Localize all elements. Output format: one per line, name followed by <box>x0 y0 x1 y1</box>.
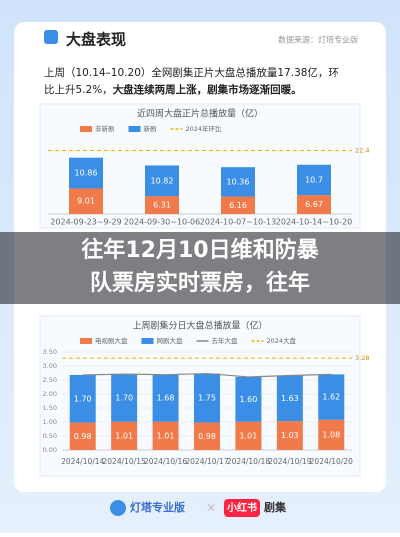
overlay-band <box>0 232 400 304</box>
x-tick-label: 2024/10/18 <box>227 457 270 466</box>
x-tick-label: 2024/10/20 <box>310 457 353 466</box>
chart-title: 近四周大盘正片总播放量（亿） <box>137 108 263 120</box>
title-icon <box>44 30 58 44</box>
x-tick-label: 2024/10/14 <box>61 457 104 466</box>
bar-segment <box>235 376 262 422</box>
bar-segment <box>111 374 138 422</box>
value-label: 1.01 <box>240 431 258 440</box>
footer-brand: 剧集 <box>264 500 287 514</box>
value-label: 6.31 <box>153 201 171 210</box>
value-label: 10.82 <box>151 176 174 185</box>
x-tick-label: 2024-10-07~10-13 <box>200 218 276 227</box>
bar-segment <box>152 374 179 422</box>
bar-segment <box>221 167 255 197</box>
bar-segment <box>297 195 331 214</box>
legend-label: 电视剧大盘 <box>95 336 128 345</box>
reference-label: 3.28 <box>355 354 369 362</box>
bar-segment <box>69 422 96 450</box>
bar-segment <box>194 373 220 423</box>
y-tick-label: 2.00 <box>43 390 57 398</box>
legend-swatch <box>141 338 154 344</box>
bar-segment <box>318 419 345 450</box>
legend-swatch <box>128 126 141 132</box>
overlay-title: 队票房实时票房，往年 <box>90 270 310 296</box>
legend-label: 非新剧 <box>95 124 115 133</box>
brand-logo <box>110 500 126 516</box>
value-label: 1.01 <box>115 431 133 440</box>
value-label: 10.36 <box>227 177 250 186</box>
summary-bold: 大盘连续两周上涨，剧集市场逐渐回暖。 <box>113 83 302 96</box>
bar-segment <box>276 375 303 422</box>
bar-segment <box>152 421 179 450</box>
y-tick-label: 1.00 <box>43 418 57 426</box>
reference-label: 22.4 <box>355 147 369 155</box>
y-tick-label: 0.50 <box>43 432 57 440</box>
x-tick-label: 2024/10/19 <box>268 457 311 466</box>
header-title: 大盘表现 <box>66 31 126 49</box>
y-tick-label: 0.00 <box>43 446 57 454</box>
y-tick-label: 1.50 <box>43 404 57 412</box>
value-label: 0.98 <box>198 432 216 441</box>
x-tick-label: 2024/10/16 <box>144 457 187 466</box>
x-tick-label: 2024-10-14~10-20 <box>276 218 352 227</box>
value-label: 6.67 <box>305 200 323 209</box>
y-tick-label: 3.50 <box>43 348 57 356</box>
chart-title: 上周剧集分日大盘总播放量（亿） <box>132 320 267 332</box>
value-label: 9.01 <box>77 197 95 206</box>
value-label: 1.68 <box>157 394 175 403</box>
footer-sep: × <box>206 501 216 515</box>
legend-label: 2024大盘 <box>267 336 297 345</box>
value-label: 1.03 <box>281 431 299 440</box>
value-label: 1.01 <box>157 431 175 440</box>
brand-logo <box>224 499 260 517</box>
bar-segment <box>145 165 179 197</box>
header-source: 数据来源：灯塔专业版 <box>278 35 358 45</box>
bar-segment <box>221 196 255 214</box>
value-label: 6.16 <box>229 201 247 210</box>
bar-segment <box>69 188 103 214</box>
legend-label: 网剧大盘 <box>157 336 184 345</box>
value-label: 1.08 <box>322 430 340 439</box>
bar-segment <box>318 374 345 420</box>
legend-label: 去年大盘 <box>212 336 239 345</box>
bar-segment <box>111 421 138 450</box>
bar-segment <box>297 164 331 196</box>
value-label: 1.75 <box>198 394 216 403</box>
legend-label: 2024年环比 <box>186 124 223 133</box>
footer-brand: 灯塔专业版 <box>130 500 185 514</box>
value-label: 1.70 <box>115 393 133 402</box>
legend-swatch <box>80 338 92 344</box>
bar-segment <box>69 157 103 189</box>
value-label: 1.70 <box>74 394 92 403</box>
value-label: 1.60 <box>240 395 258 404</box>
overlay-title: 往年12月10日维和防暴 <box>81 237 319 263</box>
value-label: 1.63 <box>281 394 299 403</box>
value-label: 10.86 <box>75 169 98 178</box>
x-tick-label: 2024-09-30~10-06 <box>124 218 200 227</box>
value-label: 10.7 <box>305 175 323 184</box>
value-label: 1.62 <box>322 393 340 402</box>
footer-brand: 小红书 <box>226 501 257 514</box>
x-tick-label: 2024/10/15 <box>103 457 146 466</box>
legend-label: 新剧 <box>144 124 157 133</box>
value-label: 0.98 <box>74 432 92 441</box>
bar-segment <box>276 421 303 450</box>
bar-segment <box>69 374 96 423</box>
summary-line: 比上升5.2%，大盘连续两周上涨，剧集市场逐渐回暖。 <box>44 83 302 96</box>
line <box>82 372 332 378</box>
x-tick-label: 2024/10/17 <box>185 457 228 466</box>
summary-text: 比上升5.2%， <box>44 83 113 96</box>
y-tick-label: 3.00 <box>43 362 57 370</box>
summary-line: 上周（10.14–10.20）全网剧集正片大盘总播放量17.38亿，环 <box>44 66 339 79</box>
y-tick-label: 2.50 <box>43 376 57 384</box>
legend-swatch <box>80 126 92 132</box>
bar-segment <box>235 421 262 450</box>
x-tick-label: 2024-09-23~9-29 <box>50 218 121 227</box>
bar-segment <box>194 422 220 450</box>
bar-segment <box>145 196 179 214</box>
